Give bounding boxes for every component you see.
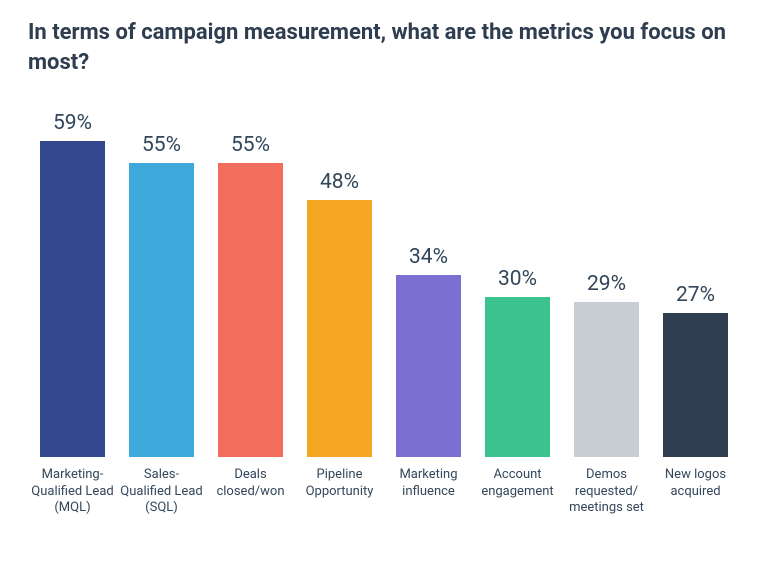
bar-column: 34% Marketing influence: [384, 107, 473, 525]
bar-rect: [396, 275, 460, 457]
bar-rect: [574, 302, 638, 457]
bar-top: 48%: [295, 107, 384, 457]
bar-category-label: Sales-Qualified Lead (SQL): [117, 467, 206, 525]
bar-rect: [485, 297, 549, 458]
bar-column: 27% New logos acquired: [651, 107, 740, 525]
bar-rect: [129, 163, 193, 458]
bar-column: 55% Sales-Qualified Lead (SQL): [117, 107, 206, 525]
bar-value-label: 48%: [320, 170, 359, 194]
bar-value-label: 34%: [409, 245, 448, 269]
bar-value-label: 55%: [142, 133, 181, 157]
bar-column: 59% Marketing-Qualified Lead (MQL): [28, 107, 117, 525]
bar-top: 34%: [384, 107, 473, 457]
bar-category-label: Deals closed/won: [206, 467, 295, 525]
bar-column: 30% Account engagement: [473, 107, 562, 525]
bar-top: 55%: [206, 107, 295, 457]
chart-title: In terms of campaign measurement, what a…: [28, 18, 740, 77]
bar-category-label: Marketing influence: [384, 467, 473, 525]
bar-top: 59%: [28, 107, 117, 457]
bar-rect: [307, 200, 371, 457]
bar-column: 48% Pipeline Opportunity: [295, 107, 384, 525]
bar-value-label: 30%: [498, 267, 537, 291]
bar-rect: [40, 141, 104, 457]
bar-category-label: New logos acquired: [651, 467, 740, 525]
bar-chart: 59% Marketing-Qualified Lead (MQL) 55% Sale…: [28, 107, 740, 525]
bar-top: 55%: [117, 107, 206, 457]
bar-value-label: 29%: [587, 272, 626, 296]
bar-value-label: 59%: [53, 111, 92, 135]
bar-category-label: Marketing-Qualified Lead (MQL): [28, 467, 117, 525]
bar-rect: [663, 313, 727, 458]
bar-category-label: Demos requested/ meetings set: [562, 467, 651, 525]
bar-category-label: Account engagement: [473, 467, 562, 525]
bar-top: 29%: [562, 107, 651, 457]
bar-column: 55% Deals closed/won: [206, 107, 295, 525]
bar-column: 29% Demos requested/ meetings set: [562, 107, 651, 525]
bar-value-label: 27%: [676, 283, 715, 307]
bar-rect: [218, 163, 282, 458]
bar-value-label: 55%: [231, 133, 270, 157]
bar-top: 27%: [651, 107, 740, 457]
bar-top: 30%: [473, 107, 562, 457]
bar-category-label: Pipeline Opportunity: [295, 467, 384, 525]
